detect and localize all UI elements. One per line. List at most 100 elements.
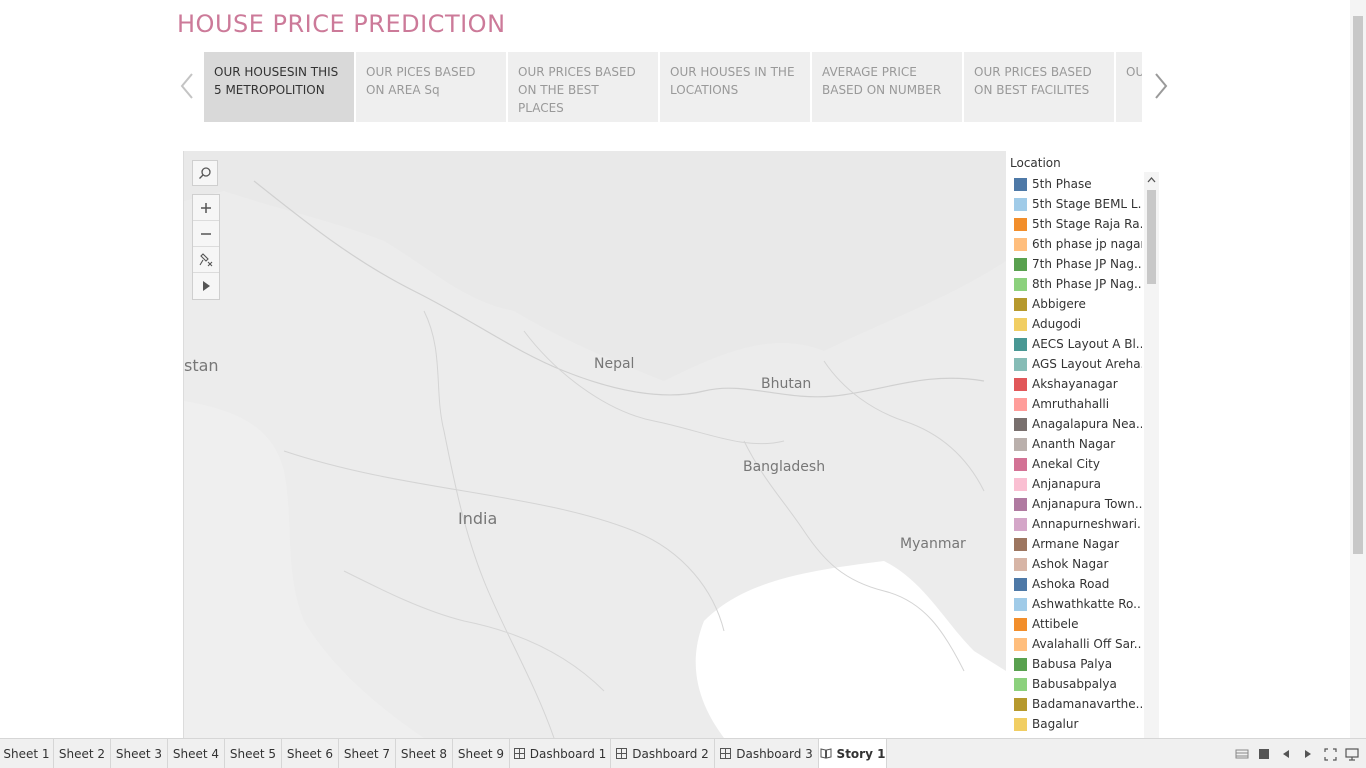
story-point-1[interactable]: OUR HOUSESIN THIS 5 METROPOLITION [204,52,354,122]
legend-swatch [1014,617,1027,631]
legend-scrollbar[interactable] [1144,172,1159,738]
tab-bar-tools [1231,746,1363,762]
legend-item[interactable]: Anekal City [1014,454,1142,474]
legend-item-label: 6th phase jp nagar [1032,237,1142,251]
legend-swatch [1014,177,1027,191]
legend-item[interactable]: 5th Stage BEML L.. [1014,194,1142,214]
tab-sheet-7[interactable]: Sheet 7 [339,739,396,768]
story-point-4[interactable]: OUR HOUSES IN THE LOCATIONS [660,52,810,122]
legend-item[interactable]: 5th Phase [1014,174,1142,194]
legend-item[interactable]: 8th Phase JP Nag.. [1014,274,1142,294]
story-point-6[interactable]: OUR PRICES BASED ON BEST FACILITES [964,52,1114,122]
legend-item[interactable]: Amruthahalli [1014,394,1142,414]
legend-item[interactable]: Avalahalli Off Sar.. [1014,634,1142,654]
legend-swatch [1014,577,1027,591]
tab-label: Sheet 9 [457,746,505,761]
legend-item-label: Bagalur [1032,717,1079,731]
legend-item[interactable]: Armane Nagar [1014,534,1142,554]
zoom-in-button[interactable] [193,195,219,221]
legend-item[interactable]: Ananth Nagar [1014,434,1142,454]
tab-sheet-1[interactable]: Sheet 1 [0,739,54,768]
legend-item-label: Adugodi [1032,317,1082,331]
story-prev-button[interactable] [176,66,198,106]
legend-item[interactable]: AGS Layout Areha.. [1014,354,1142,374]
map-toolbar [192,160,220,300]
legend-scroll-thumb[interactable] [1147,190,1156,284]
legend-item[interactable]: Annapurneshwari.. [1014,514,1142,534]
page-scroll-thumb[interactable] [1353,16,1363,554]
next-sheet-button[interactable] [1297,746,1319,762]
map-label-stan: stan [184,356,219,375]
legend-item-label: 8th Phase JP Nag.. [1032,277,1142,291]
legend-item[interactable]: Adugodi [1014,314,1142,334]
legend-item-label: Ashwathkatte Ro.. [1032,597,1141,611]
legend-swatch [1014,377,1027,391]
legend-item[interactable]: 6th phase jp nagar [1014,234,1142,254]
legend-item[interactable]: Ashok Nagar [1014,554,1142,574]
previous-sheet-button[interactable] [1275,746,1297,762]
tab-story-1[interactable]: Story 1 [819,739,887,768]
legend-item-label: AGS Layout Areha.. [1032,357,1142,371]
legend-item-label: AECS Layout A Bl.. [1032,337,1142,351]
tab-sheet-4[interactable]: Sheet 4 [168,739,225,768]
show-filmstrip-button[interactable] [1231,746,1253,762]
legend-item[interactable]: Anjanapura Town.. [1014,494,1142,514]
story-next-button[interactable] [1150,66,1172,106]
story-point-3[interactable]: OUR PRICES BASED ON THE BEST PLACES [508,52,658,122]
map-search-button[interactable] [192,160,218,186]
presentation-mode-button[interactable] [1341,746,1363,762]
map-tools-expand-button[interactable] [193,273,219,299]
page-scrollbar[interactable] [1350,0,1366,738]
zoom-out-button[interactable] [193,221,219,247]
legend-item[interactable]: Anjanapura [1014,474,1142,494]
legend-item[interactable]: Badamanavarthe.. [1014,694,1142,714]
legend-item[interactable]: Bagalur [1014,714,1142,734]
legend-swatch [1014,437,1027,451]
legend-item[interactable] [1014,734,1142,738]
tab-dashboard-2[interactable]: Dashboard 2 [611,739,715,768]
tab-sheet-8[interactable]: Sheet 8 [396,739,453,768]
fullscreen-button[interactable] [1319,746,1341,762]
legend-item[interactable]: Abbigere [1014,294,1142,314]
legend-item[interactable]: AECS Layout A Bl.. [1014,334,1142,354]
tab-label: Sheet 3 [115,746,163,761]
tab-sheet-5[interactable]: Sheet 5 [225,739,282,768]
story-point-2[interactable]: OUR PICES BASED ON AREA Sq [356,52,506,122]
legend-item[interactable]: Ashoka Road [1014,574,1142,594]
legend-swatch [1014,697,1027,711]
legend-item[interactable]: Babusabpalya [1014,674,1142,694]
legend-swatch [1014,457,1027,471]
legend-item[interactable]: Anagalapura Nea.. [1014,414,1142,434]
tab-sheet-6[interactable]: Sheet 6 [282,739,339,768]
reset-map-button[interactable] [193,247,219,273]
legend-swatch [1014,277,1027,291]
story-point-7[interactable]: OU BSI [1116,52,1142,122]
legend-item-label: Ananth Nagar [1032,437,1116,451]
story-point-5[interactable]: AVERAGE PRICE BASED ON NUMBER [812,52,962,122]
map-view[interactable]: stan Nepal Bhutan Bangladesh India Myanm… [183,151,1006,738]
legend-item[interactable]: 7th Phase JP Nag.. [1014,254,1142,274]
tab-sheet-2[interactable]: Sheet 2 [54,739,111,768]
legend-swatch [1014,637,1027,651]
tab-sheet-3[interactable]: Sheet 3 [111,739,168,768]
show-tabs-button[interactable] [1253,746,1275,762]
legend-item-label: Abbigere [1032,297,1086,311]
dashboard-icon [720,748,732,759]
page-title: HOUSE PRICE PREDICTION [177,10,506,38]
tab-dashboard-1[interactable]: Dashboard 1 [510,739,611,768]
legend-item[interactable]: 5th Stage Raja Ra.. [1014,214,1142,234]
legend-item[interactable]: Akshayanagar [1014,374,1142,394]
legend-item-label: Ashoka Road [1032,577,1110,591]
tab-sheet-9[interactable]: Sheet 9 [453,739,510,768]
legend-swatch [1014,357,1027,371]
arrow-up-icon[interactable] [1147,175,1156,185]
legend-swatch [1014,737,1027,738]
tab-dashboard-3[interactable]: Dashboard 3 [715,739,819,768]
map-label-nepal: Nepal [594,356,635,372]
legend-swatch [1014,297,1027,311]
minus-icon [201,232,211,235]
legend-item[interactable]: Ashwathkatte Ro.. [1014,594,1142,614]
tab-label: Sheet 5 [229,746,277,761]
legend-item[interactable]: Attibele [1014,614,1142,634]
legend-item[interactable]: Babusa Palya [1014,654,1142,674]
